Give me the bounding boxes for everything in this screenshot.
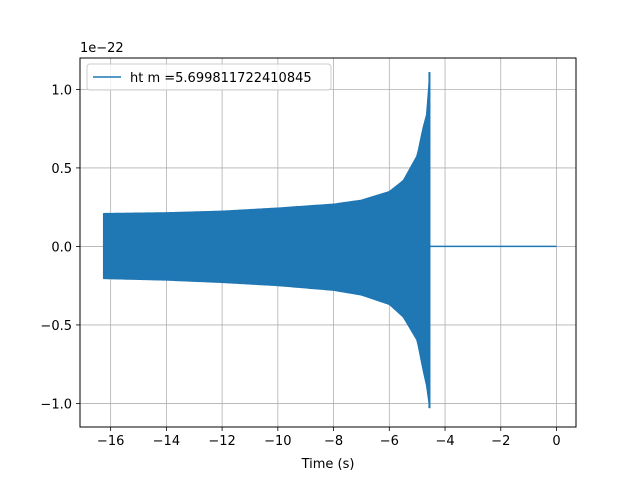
x-tick-label: −6 xyxy=(380,434,399,449)
x-tick-label: 0 xyxy=(552,434,560,449)
axes-frame xyxy=(79,57,577,428)
x-tick-label: −8 xyxy=(324,434,343,449)
legend-box xyxy=(86,63,332,91)
x-tick-label: −4 xyxy=(435,434,454,449)
x-axis-title: Time (s) xyxy=(301,457,355,472)
x-tick-label: −12 xyxy=(208,434,235,449)
y-tick-label: 1.0 xyxy=(51,83,72,98)
ticks: −16 −14 −12 −10 −8 −6 −4 −2 0 −1.0 −0.5 0.0 0.5 1.0 xyxy=(40,83,560,449)
y-tick-label: 0.0 xyxy=(51,240,72,255)
y-tick-label: −1.0 xyxy=(40,397,72,412)
x-tick-label: −2 xyxy=(491,434,510,449)
x-tick-label: −16 xyxy=(97,434,124,449)
series-waveform-band xyxy=(103,72,431,409)
plot-area xyxy=(102,72,557,409)
y-offset-text: 1e−22 xyxy=(80,41,124,56)
legend-label: ht m =5.699811722410845 xyxy=(130,71,312,86)
x-tick-label: −10 xyxy=(264,434,291,449)
x-tick-label: −14 xyxy=(153,434,180,449)
y-tick-label: −0.5 xyxy=(40,319,72,334)
y-tick-label: 0.5 xyxy=(51,162,72,177)
legend: ht m =5.699811722410845 xyxy=(86,63,332,91)
